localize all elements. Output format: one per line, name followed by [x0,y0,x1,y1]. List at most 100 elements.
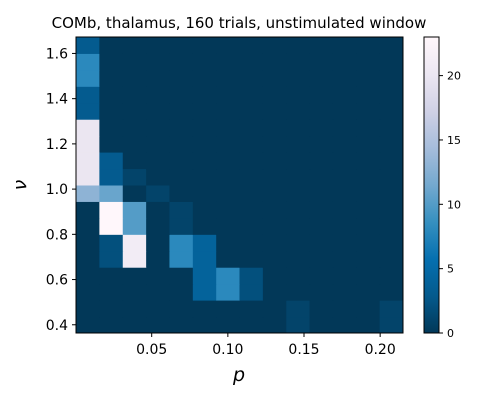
heatmap-cell [192,102,217,120]
heatmap-cell [76,152,100,170]
heatmap-cell [99,234,124,252]
y-tick-label: 1.6 [46,46,68,62]
y-tick-label: 1.0 [46,182,68,198]
heatmap-cell [239,283,264,301]
plot-frame [75,36,404,334]
heatmap-cell [309,53,334,71]
heatmap-cell [122,201,147,219]
heatmap-cell [356,316,381,334]
heatmap-cell [356,201,381,219]
heatmap-cell [146,119,170,137]
heatmap-cell [169,119,194,137]
heatmap-cell [309,86,334,104]
heatmap-cell [146,217,170,235]
heatmap-cell [332,300,357,318]
heatmap-cell [146,283,170,301]
heatmap-cell [169,201,194,219]
heatmap-cell [192,300,217,318]
heatmap-cell [332,69,357,87]
heatmap-cell [169,250,194,268]
heatmap-cell [262,69,287,87]
heatmap-cell [286,86,311,104]
heatmap-cell [146,300,170,318]
heatmap-cell [309,250,334,268]
colorbar: 0 5 10 15 20 [423,36,461,340]
heatmap-cell [332,316,357,334]
heatmap-cell [76,316,100,334]
heatmap-cell [379,316,404,334]
heatmap-cell [379,86,404,104]
heatmap-cell [169,316,194,334]
heatmap-cell [122,168,147,186]
heatmap-cell [332,217,357,235]
heatmap-cell [332,201,357,219]
heatmap-cell [169,37,194,54]
heatmap-cell [286,37,311,54]
heatmap-cell [99,152,124,170]
heatmap-cell [76,69,100,87]
heatmap-cell [216,267,240,285]
heatmap-cell [169,185,194,202]
heatmap-cell [216,201,240,219]
heatmap-cell [379,152,404,170]
heatmap-cell [76,250,100,268]
heatmap-cell [192,316,217,334]
heatmap-cell [76,53,100,71]
heatmap-cell [379,168,404,186]
heatmap-cell [216,102,240,120]
heatmap-cell [356,69,381,87]
heatmap-cell [76,102,100,120]
heatmap-cell [192,267,217,285]
heatmap-cell [262,152,287,170]
heatmap-cell [169,267,194,285]
heatmap-cell [239,37,264,54]
heatmap-cell [192,53,217,71]
heatmap-cell [216,300,240,318]
heatmap-cell [192,86,217,104]
heatmap-cell [216,37,240,54]
heatmap-cell [216,234,240,252]
heatmap-cell [239,119,264,137]
heatmap-cell [309,201,334,219]
heatmap-cell [309,69,334,87]
heatmap-cell [169,283,194,301]
heatmap-cell [192,234,217,252]
heatmap-cell [99,168,124,186]
heatmap-cell [262,135,287,153]
heatmap-cell [99,185,124,202]
heatmap-cell [332,185,357,202]
heatmap-cell [122,316,147,334]
heatmap-cell [122,217,147,235]
heatmap-cell [99,250,124,268]
heatmap-cell [356,119,381,137]
heatmap-cell [332,283,357,301]
heatmap-cell [192,135,217,153]
heatmap-cell [169,152,194,170]
heatmap-cell [356,250,381,268]
heatmap-cell [146,201,170,219]
heatmap-cell [146,185,170,202]
heatmap-cell [76,86,100,104]
heatmap-cell [286,267,311,285]
heatmap-cell [239,102,264,120]
heatmap-cell [356,152,381,170]
y-axis: 0.4 0.6 0.8 1.0 1.2 1.4 1.6 [46,46,76,334]
heatmap-cell [332,234,357,252]
heatmap-cell [309,168,334,186]
heatmap-cell [122,152,147,170]
colorbar-tick-label: 0 [447,327,454,340]
heatmap-cell [262,86,287,104]
heatmap-cell [239,168,264,186]
heatmap-cell [262,300,287,318]
heatmap-cell [192,283,217,301]
heatmap-cell [379,267,404,285]
heatmap-cell [216,86,240,104]
heatmap-cell [122,135,147,153]
heatmap-cell [379,135,404,153]
y-tick-label: 0.8 [46,227,68,243]
heatmap-cell [239,135,264,153]
heatmap-cell [286,69,311,87]
heatmap-cell [99,86,124,104]
heatmap-cell [216,69,240,87]
